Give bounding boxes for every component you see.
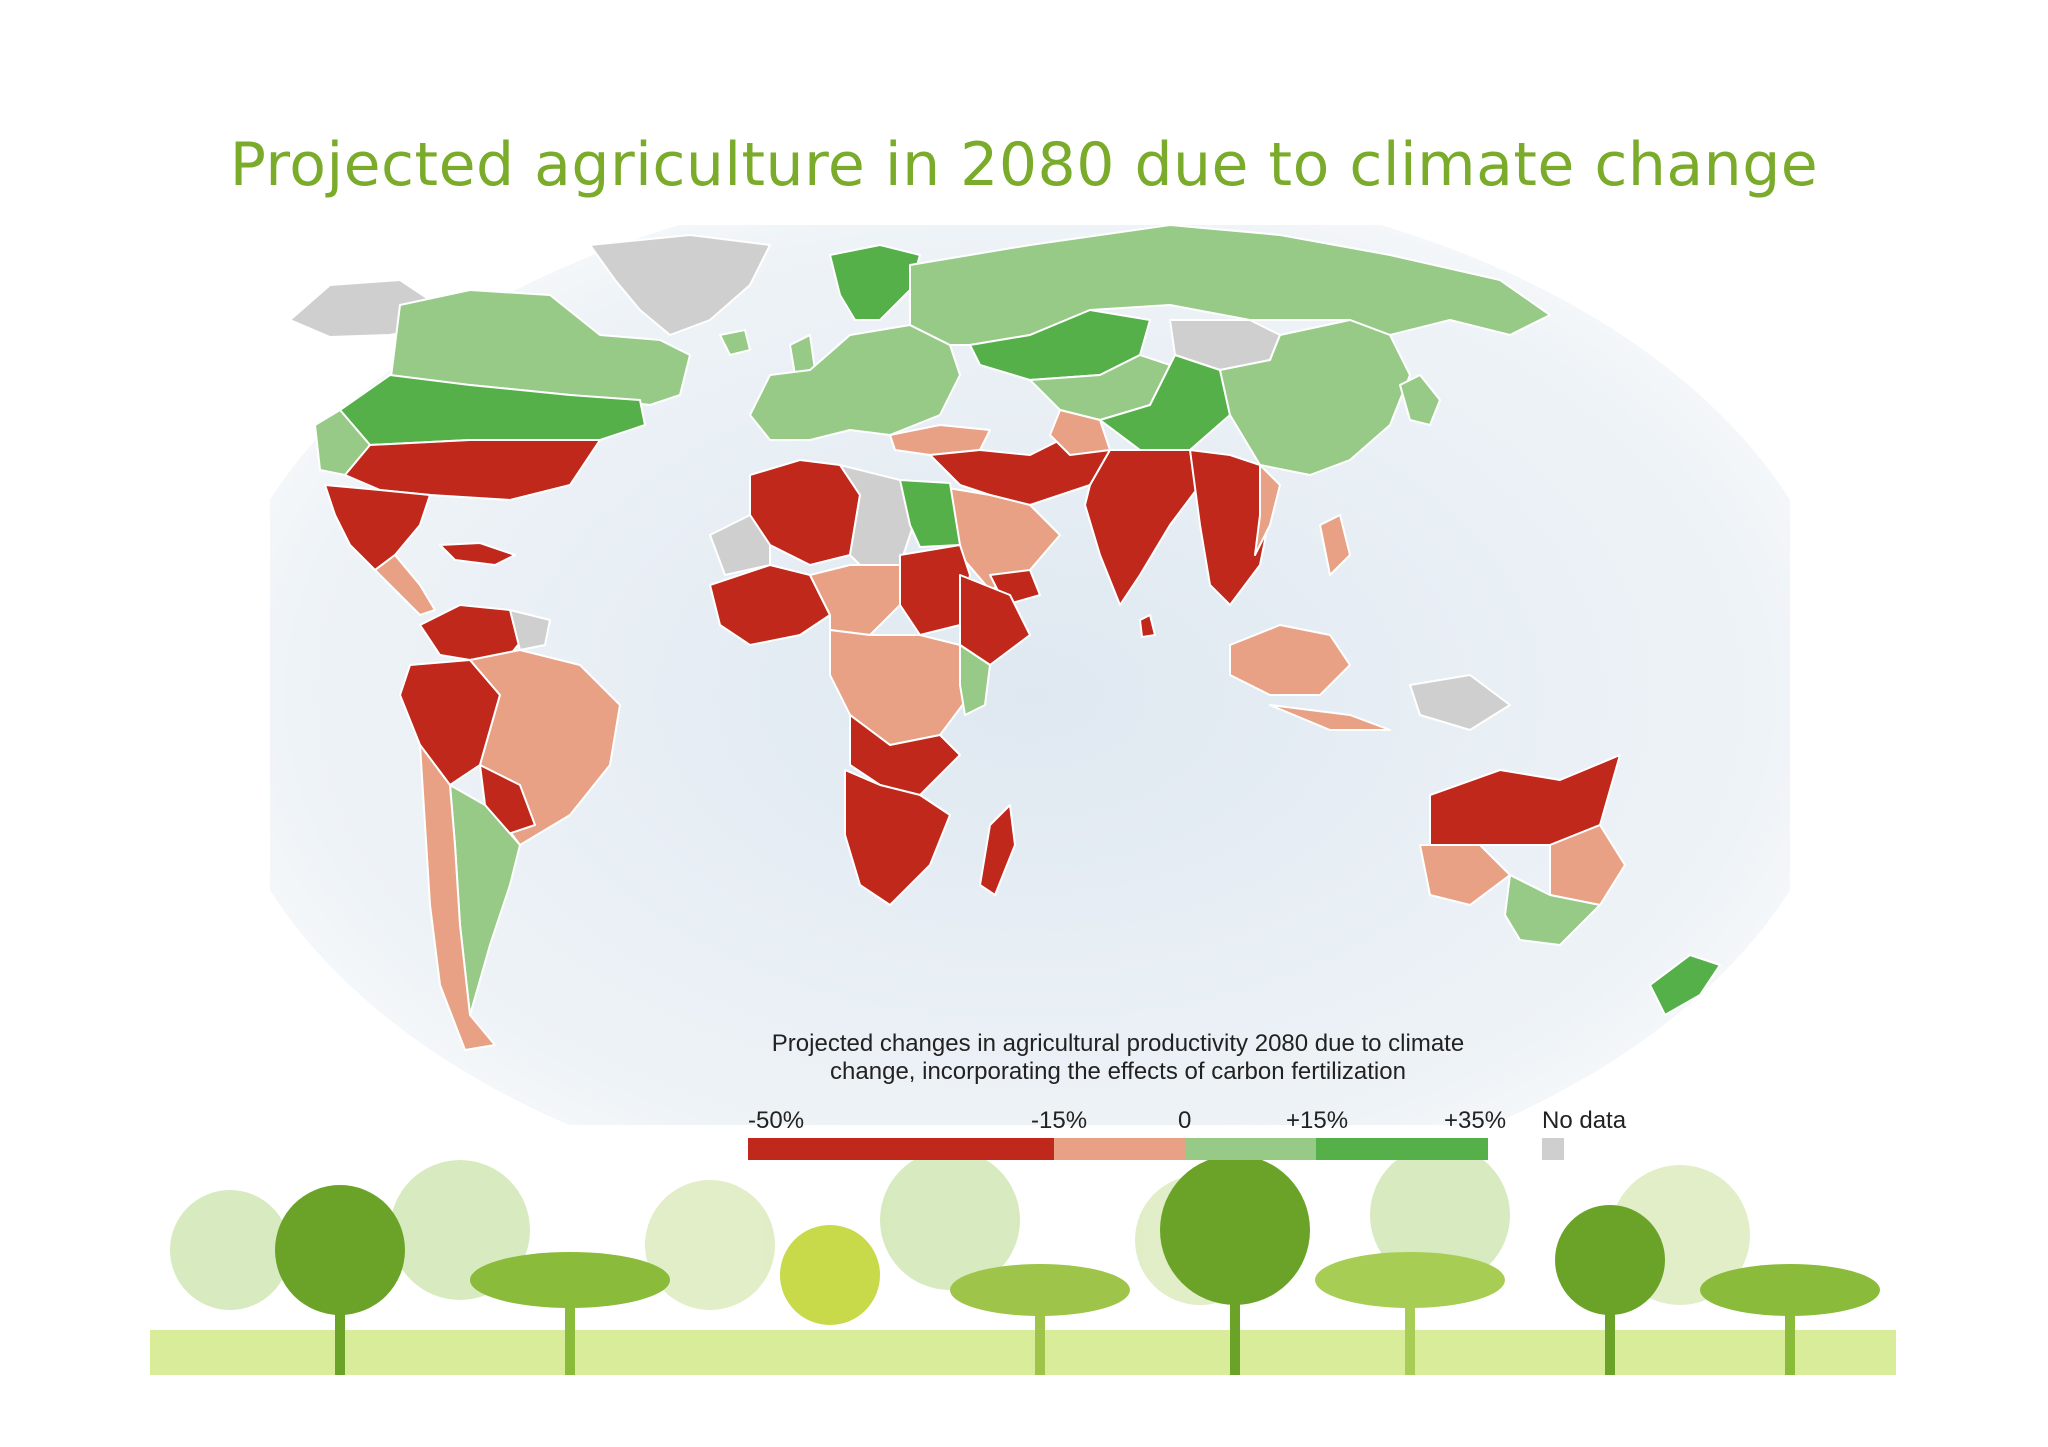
tree-row-front [150, 1155, 1896, 1375]
legend-tick-zero: 0 [1178, 1107, 1192, 1134]
world-map [270, 225, 1790, 1125]
legend-tick-plus35: +35% [1444, 1107, 1507, 1134]
map-region-indonesia[interactable] [1229, 624, 1391, 731]
map-region-afghanistan[interactable] [1049, 409, 1111, 456]
world-map-svg [270, 225, 1790, 1125]
map-region-central-america[interactable] [374, 554, 436, 616]
map-region-scandinavia[interactable] [829, 244, 921, 321]
map-region-chile[interactable] [419, 744, 496, 1051]
map-region-kenya[interactable] [959, 644, 991, 716]
legend-bin-plus15-plus35 [1316, 1138, 1488, 1160]
map-region-vietnam[interactable] [1254, 464, 1281, 556]
slide-title: Projected agriculture in 2080 due to cli… [229, 130, 1819, 200]
legend-tick-plus15: +15% [1286, 1107, 1349, 1134]
map-region-angola-zambia[interactable] [849, 714, 961, 796]
map-region-southeast-asia[interactable] [1189, 449, 1271, 606]
map-region-china-east[interactable] [1219, 319, 1411, 476]
map-region-japan-korea[interactable] [1399, 374, 1441, 426]
map-region-madagascar[interactable] [979, 804, 1016, 896]
tree-banner-svg [150, 1145, 1896, 1375]
map-region-europe[interactable] [749, 324, 961, 441]
legend-tick-minus50: -50% [748, 1107, 805, 1134]
legend-bin-minus50-minus15 [748, 1138, 1054, 1160]
legend-tick-minus15: -15% [1031, 1107, 1088, 1134]
legend-bin-0-plus15 [1186, 1138, 1316, 1160]
map-region-new-guinea[interactable] [1409, 674, 1511, 731]
ocean [270, 225, 1790, 1125]
map-region-central-africa[interactable] [829, 629, 971, 746]
map-region-southern-africa[interactable] [844, 769, 951, 906]
legend-no-data-swatch [1542, 1138, 1564, 1160]
map-region-guianas[interactable] [509, 609, 551, 651]
map-region-greenland[interactable] [589, 234, 771, 336]
tree-banner [150, 1145, 1896, 1375]
map-region-chad-niger[interactable] [809, 564, 901, 636]
map-region-ethiopia-somalia[interactable] [959, 574, 1031, 666]
map-region-mauritania[interactable] [709, 514, 771, 576]
map-region-sri-lanka[interactable] [1139, 614, 1156, 638]
legend-caption: Projected changes in agricultural produc… [771, 1030, 1465, 1085]
map-region-caribbean[interactable] [439, 542, 516, 566]
legend: Projected changes in agricultural produc… [748, 1030, 1648, 1160]
map-region-australia-east[interactable] [1549, 824, 1626, 906]
legend-bin-minus15-0 [1054, 1138, 1186, 1160]
map-region-west-africa[interactable] [709, 564, 831, 646]
map-region-australia-southeast[interactable] [1504, 874, 1601, 946]
map-region-india[interactable] [1084, 449, 1201, 606]
legend-no-data-label: No data [1542, 1107, 1627, 1134]
map-region-australia-southwest[interactable] [1419, 844, 1511, 906]
map-region-egypt[interactable] [899, 479, 961, 548]
map-region-new-zealand[interactable] [1649, 954, 1721, 1016]
map-region-philippines[interactable] [1319, 514, 1351, 576]
